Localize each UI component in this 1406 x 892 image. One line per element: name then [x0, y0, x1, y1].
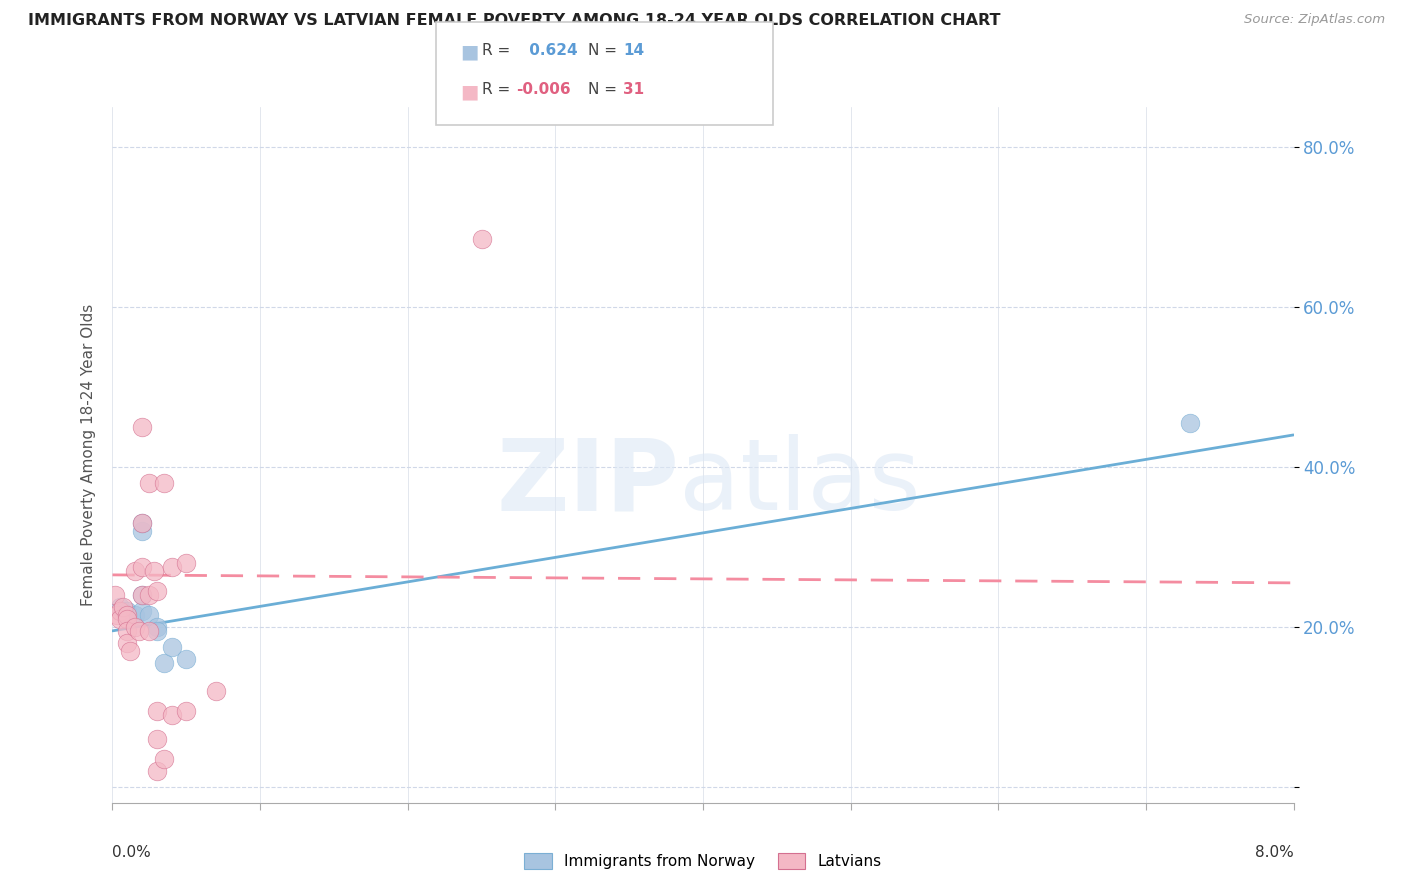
Point: [111, 599, 134, 614]
Point: [124, 564, 146, 578]
Text: Source: ZipAtlas.com: Source: ZipAtlas.com: [1244, 13, 1385, 27]
Point: [1178, 416, 1201, 430]
Point: [120, 644, 142, 658]
Text: -0.006: -0.006: [516, 82, 571, 97]
Point: [138, 588, 160, 602]
Point: [471, 232, 494, 246]
Text: ■: ■: [460, 43, 478, 62]
Point: [205, 683, 228, 698]
Point: [131, 560, 153, 574]
Point: [142, 564, 165, 578]
Point: [153, 475, 176, 490]
Text: 8.0%: 8.0%: [1254, 845, 1294, 860]
Text: atlas: atlas: [679, 434, 921, 532]
Point: [146, 624, 169, 638]
Point: [174, 704, 197, 718]
Point: [117, 607, 138, 622]
Text: IMMIGRANTS FROM NORWAY VS LATVIAN FEMALE POVERTY AMONG 18-24 YEAR OLDS CORRELATI: IMMIGRANTS FROM NORWAY VS LATVIAN FEMALE…: [28, 13, 1001, 29]
Point: [160, 560, 183, 574]
Text: ■: ■: [460, 82, 478, 101]
Point: [124, 607, 146, 622]
Point: [128, 624, 150, 638]
Point: [174, 556, 197, 570]
Text: R =: R =: [482, 82, 516, 97]
Text: R =: R =: [482, 43, 516, 58]
Legend: Immigrants from Norway, Latvians: Immigrants from Norway, Latvians: [519, 847, 887, 875]
Point: [108, 599, 131, 614]
Text: 0.0%: 0.0%: [112, 845, 152, 860]
Point: [131, 588, 153, 602]
Point: [138, 475, 160, 490]
Point: [105, 607, 128, 622]
Point: [131, 516, 153, 530]
Point: [153, 752, 176, 766]
Point: [108, 612, 131, 626]
Point: [146, 583, 169, 598]
Point: [146, 620, 169, 634]
Text: ZIP: ZIP: [496, 434, 679, 532]
Point: [124, 620, 146, 634]
Point: [131, 420, 153, 434]
Text: 31: 31: [623, 82, 644, 97]
Point: [146, 764, 169, 778]
Point: [117, 604, 138, 618]
Point: [117, 612, 138, 626]
Text: N =: N =: [588, 82, 621, 97]
Point: [146, 731, 169, 746]
Y-axis label: Female Poverty Among 18-24 Year Olds: Female Poverty Among 18-24 Year Olds: [80, 304, 96, 606]
Point: [117, 636, 138, 650]
Point: [138, 607, 160, 622]
Text: N =: N =: [588, 43, 621, 58]
Text: 0.624: 0.624: [524, 43, 578, 58]
Point: [131, 516, 153, 530]
Point: [160, 640, 183, 654]
Point: [131, 604, 153, 618]
Point: [131, 524, 153, 538]
Point: [174, 652, 197, 666]
Point: [146, 704, 169, 718]
Point: [104, 588, 127, 602]
Text: 14: 14: [623, 43, 644, 58]
Point: [131, 588, 153, 602]
Point: [117, 624, 138, 638]
Point: [117, 607, 138, 622]
Point: [138, 624, 160, 638]
Point: [160, 707, 183, 722]
Point: [108, 604, 131, 618]
Point: [153, 656, 176, 670]
